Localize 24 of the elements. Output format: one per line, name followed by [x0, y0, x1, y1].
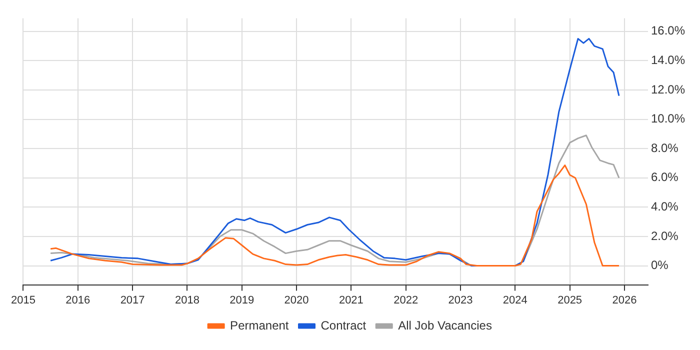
x-tick-label: 2026	[612, 294, 637, 306]
x-tick-label: 2019	[230, 294, 254, 306]
y-tick-label: 12.0%	[650, 82, 686, 96]
y-tick-label: 14.0%	[650, 52, 686, 67]
x-tick-label: 2024	[502, 294, 528, 306]
y-tick-label: 4.0%	[650, 199, 679, 214]
x-tick-label: 2018	[174, 294, 200, 306]
y-tick-label: 2.0%	[650, 228, 679, 243]
y-tick-label: 16.0%	[650, 24, 686, 38]
x-tick-label: 2020	[284, 294, 309, 306]
x-tick-label: 2022	[394, 294, 418, 306]
legend-label: Permanent	[230, 318, 290, 332]
x-tick-label: 2016	[66, 294, 90, 306]
y-tick-label: 6.0%	[650, 170, 679, 184]
y-tick-label: 0%	[650, 258, 669, 272]
x-tick-label: 2015	[10, 294, 36, 306]
y-tick-label: 8.0%	[650, 140, 679, 155]
legend-label: Contract	[320, 318, 367, 332]
x-tick-label: 2021	[338, 294, 364, 306]
legend-label: All Job Vacancies	[398, 318, 492, 332]
x-tick-label: 2025	[558, 294, 582, 306]
x-tick-label: 2017	[120, 294, 145, 306]
x-tick-label: 2023	[448, 294, 473, 306]
y-tick-label: 10.0%	[650, 112, 686, 126]
